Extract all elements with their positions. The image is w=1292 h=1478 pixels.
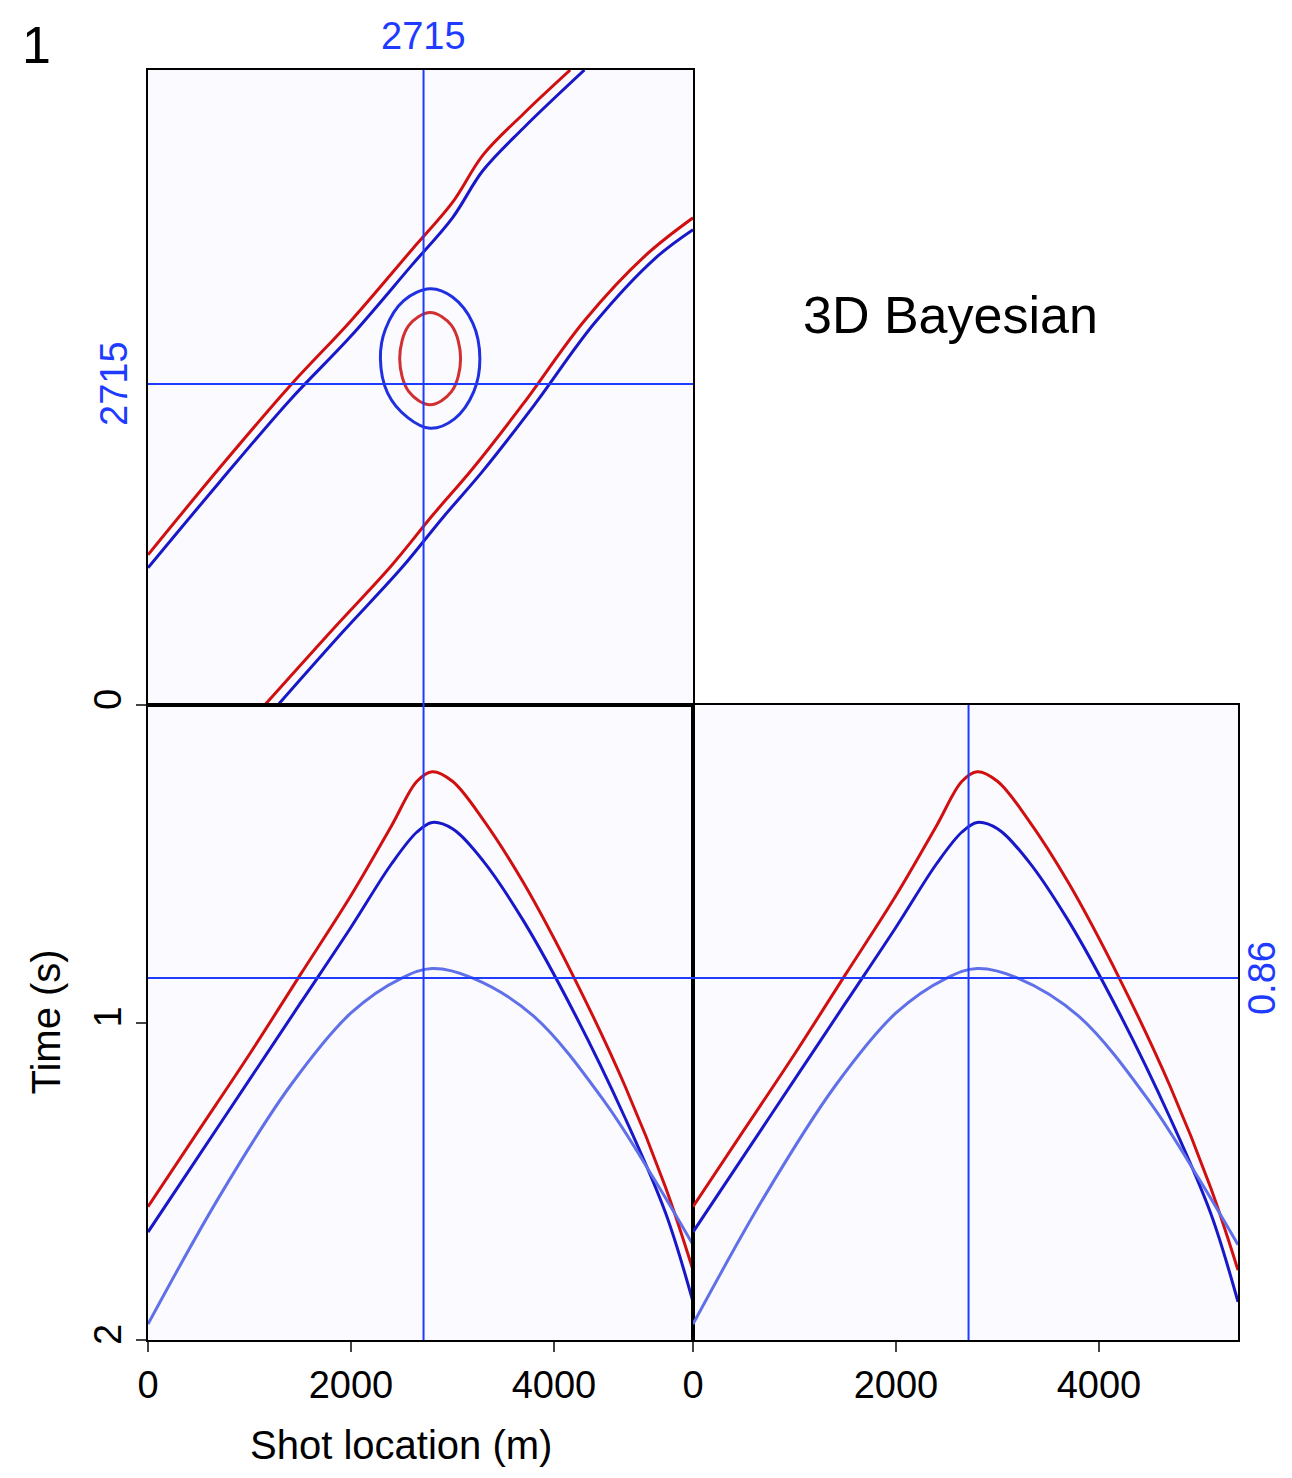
svg-text:3D Bayesian: 3D Bayesian bbox=[803, 286, 1098, 344]
svg-text:2000: 2000 bbox=[309, 1364, 394, 1406]
svg-text:Time (s): Time (s) bbox=[24, 949, 68, 1094]
svg-text:4000: 4000 bbox=[512, 1364, 597, 1406]
svg-text:Shot location (m): Shot location (m) bbox=[250, 1423, 552, 1467]
svg-text:2000: 2000 bbox=[854, 1364, 939, 1406]
svg-text:2715: 2715 bbox=[93, 341, 135, 426]
svg-text:2715: 2715 bbox=[381, 15, 466, 57]
svg-text:0.86: 0.86 bbox=[1241, 941, 1283, 1015]
svg-text:0: 0 bbox=[137, 1364, 158, 1406]
svg-text:0: 0 bbox=[682, 1364, 703, 1406]
svg-text:1: 1 bbox=[22, 16, 51, 74]
svg-text:0: 0 bbox=[87, 689, 129, 710]
svg-text:4000: 4000 bbox=[1057, 1364, 1142, 1406]
svg-text:1: 1 bbox=[87, 1006, 129, 1027]
svg-text:2: 2 bbox=[87, 1324, 129, 1345]
